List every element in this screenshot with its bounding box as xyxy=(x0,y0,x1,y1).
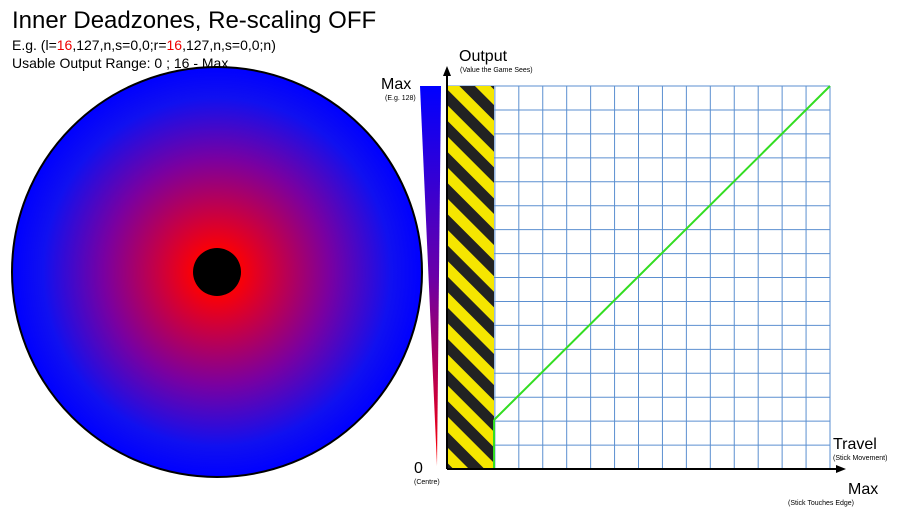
range: Usable Output Range: 0 ; 16 - Max xyxy=(12,55,228,71)
x-arrow xyxy=(836,465,846,473)
scale-max-note: (E.g. 128) xyxy=(385,95,416,102)
deadzone-dot xyxy=(193,248,241,296)
example-part: ,127,n,s=0,0;n) xyxy=(182,37,276,53)
output-wedge xyxy=(420,86,441,466)
x-max: Max xyxy=(848,481,878,498)
y-axis-title: Output xyxy=(459,48,508,65)
scale-zero-note: (Centre) xyxy=(414,479,440,486)
example-part: 16 xyxy=(57,37,73,53)
example-part: ,127,n,s=0,0;r= xyxy=(72,37,166,53)
example-part: E.g. (l= xyxy=(12,37,57,53)
x-axis-subtitle: (Stick Movement) xyxy=(833,455,887,462)
deadzone-hatch xyxy=(447,86,494,469)
response-line xyxy=(493,85,831,421)
y-arrow xyxy=(443,66,451,76)
title: Inner Deadzones, Re-scaling OFF xyxy=(12,7,376,34)
x-max-note: (Stick Touches Edge) xyxy=(788,500,854,507)
example-part: 16 xyxy=(167,37,183,53)
x-axis-title: Travel xyxy=(833,436,877,453)
y-axis-subtitle: (Value the Game Sees) xyxy=(460,67,533,74)
example: E.g. (l=16,127,n,s=0,0;r=16,127,n,s=0,0;… xyxy=(12,37,276,53)
scale-zero: 0 xyxy=(414,460,423,477)
scale-max: Max xyxy=(381,76,411,93)
